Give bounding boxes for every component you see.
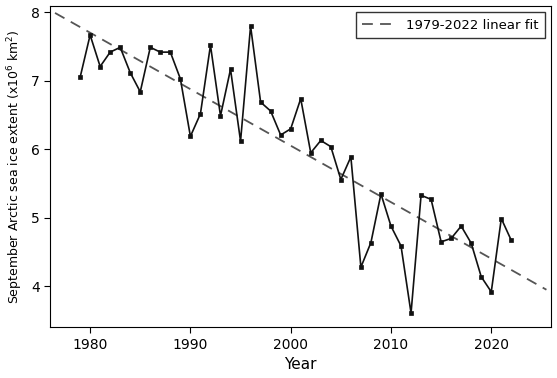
Y-axis label: September Arctic sea ice extent (x10$^6$ km$^2$): September Arctic sea ice extent (x10$^6$… — [6, 29, 25, 304]
X-axis label: Year: Year — [285, 358, 317, 372]
Legend: 1979-2022 linear fit: 1979-2022 linear fit — [355, 12, 545, 38]
